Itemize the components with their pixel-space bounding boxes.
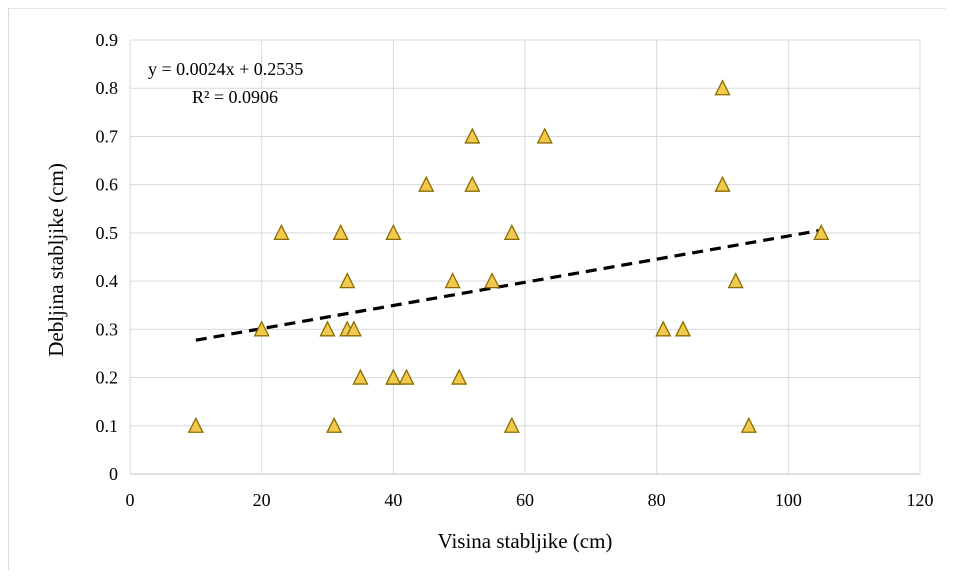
data-point [464,127,481,144]
x-tick-label: 20 [253,490,271,510]
data-point [813,223,830,241]
data-point [187,416,204,433]
data-point [451,368,468,385]
trendline-equation: y = 0.0024x + 0.2535 [148,59,303,79]
y-tick-labels: 0 0.1 0.2 0.3 0.4 0.5 0.6 0.7 0.8 0.9 [96,30,119,484]
x-tick-label: 40 [384,490,402,510]
data-point [714,79,731,96]
data-point [332,223,349,241]
y-tick-label: 0.9 [96,30,119,50]
data-point [319,320,336,337]
data-point [418,175,435,192]
data-point [740,416,757,433]
data-point [339,272,356,289]
trendline [195,228,822,342]
r-squared-label: R² = 0.0906 [192,87,278,107]
data-point [655,320,672,337]
y-tick-label: 0.7 [96,126,119,146]
x-axis-title: Visina stabljike (cm) [438,529,613,553]
data-point [273,223,290,241]
data-point [385,223,402,241]
y-tick-label: 0 [109,464,118,484]
data-point [503,223,520,241]
data-point [503,416,520,433]
data-point [352,368,369,385]
data-point [536,127,553,144]
data-point [444,272,461,289]
data-point [326,416,343,433]
data-point [398,368,415,385]
y-axis-title: Debljina stabljike (cm) [44,163,68,357]
y-tick-label: 0.6 [96,175,119,195]
data-point [727,272,744,289]
y-tick-label: 0.1 [96,416,119,436]
y-tick-label: 0.4 [96,271,119,291]
x-tick-label: 80 [648,490,666,510]
chart-area [8,8,946,570]
data-point [674,320,692,337]
gridlines [129,39,921,475]
y-tick-label: 0.2 [96,368,119,388]
data-point [385,368,402,385]
data-point [714,175,731,192]
x-tick-label: 120 [907,490,934,510]
data-points [187,79,830,433]
data-point [484,272,501,289]
y-tick-label: 0.5 [96,223,119,243]
x-tick-labels: 0 20 40 60 80 100 120 [126,490,934,510]
y-tick-label: 0.3 [96,319,119,339]
x-tick-label: 60 [516,490,534,510]
data-point [345,320,362,337]
data-point [253,320,270,337]
x-tick-label: 0 [126,490,135,510]
y-tick-label: 0.8 [96,78,119,98]
data-point [464,175,481,192]
x-tick-label: 100 [775,490,802,510]
